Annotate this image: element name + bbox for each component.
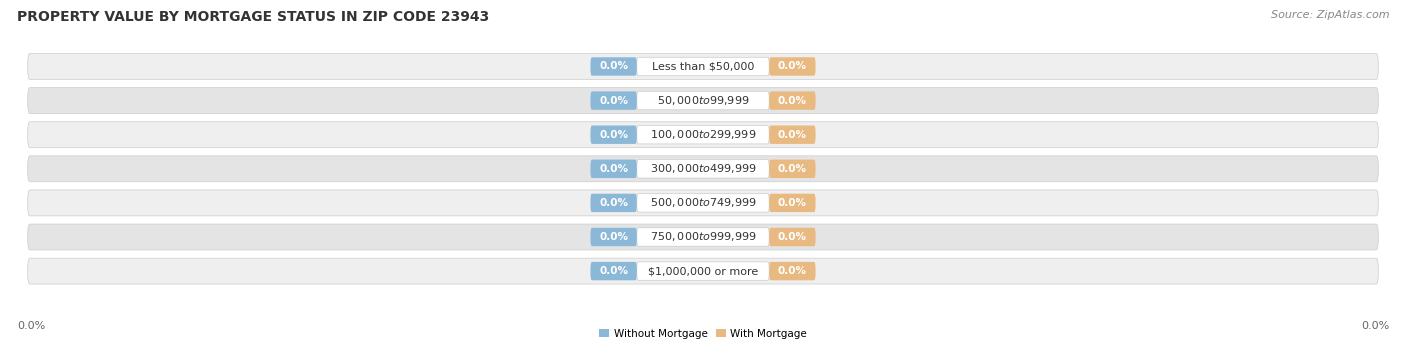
FancyBboxPatch shape [591, 125, 637, 144]
Text: 0.0%: 0.0% [599, 266, 628, 276]
FancyBboxPatch shape [637, 125, 769, 144]
Legend: Without Mortgage, With Mortgage: Without Mortgage, With Mortgage [595, 325, 811, 341]
FancyBboxPatch shape [637, 57, 769, 76]
FancyBboxPatch shape [637, 194, 769, 212]
Text: $50,000 to $99,999: $50,000 to $99,999 [657, 94, 749, 107]
Text: $750,000 to $999,999: $750,000 to $999,999 [650, 231, 756, 243]
Text: $1,000,000 or more: $1,000,000 or more [648, 266, 758, 276]
FancyBboxPatch shape [769, 91, 815, 110]
FancyBboxPatch shape [769, 194, 815, 212]
Text: 0.0%: 0.0% [778, 61, 807, 72]
Text: 0.0%: 0.0% [599, 232, 628, 242]
Text: 0.0%: 0.0% [17, 321, 45, 331]
FancyBboxPatch shape [28, 122, 1378, 148]
Text: 0.0%: 0.0% [599, 198, 628, 208]
Text: PROPERTY VALUE BY MORTGAGE STATUS IN ZIP CODE 23943: PROPERTY VALUE BY MORTGAGE STATUS IN ZIP… [17, 10, 489, 24]
Text: 0.0%: 0.0% [778, 232, 807, 242]
Text: 0.0%: 0.0% [599, 164, 628, 174]
Text: Less than $50,000: Less than $50,000 [652, 61, 754, 72]
FancyBboxPatch shape [637, 160, 769, 178]
Text: 0.0%: 0.0% [778, 198, 807, 208]
FancyBboxPatch shape [637, 91, 769, 110]
Text: 0.0%: 0.0% [599, 95, 628, 106]
Text: $300,000 to $499,999: $300,000 to $499,999 [650, 162, 756, 175]
FancyBboxPatch shape [28, 88, 1378, 114]
Text: 0.0%: 0.0% [1361, 321, 1389, 331]
FancyBboxPatch shape [637, 228, 769, 246]
Text: 0.0%: 0.0% [778, 266, 807, 276]
FancyBboxPatch shape [769, 228, 815, 246]
FancyBboxPatch shape [637, 262, 769, 280]
FancyBboxPatch shape [769, 125, 815, 144]
FancyBboxPatch shape [591, 160, 637, 178]
FancyBboxPatch shape [28, 156, 1378, 182]
FancyBboxPatch shape [591, 262, 637, 280]
FancyBboxPatch shape [591, 57, 637, 76]
Text: Source: ZipAtlas.com: Source: ZipAtlas.com [1271, 10, 1389, 20]
FancyBboxPatch shape [769, 57, 815, 76]
FancyBboxPatch shape [28, 190, 1378, 216]
FancyBboxPatch shape [28, 224, 1378, 250]
Text: 0.0%: 0.0% [599, 61, 628, 72]
FancyBboxPatch shape [591, 91, 637, 110]
FancyBboxPatch shape [591, 228, 637, 246]
Text: $500,000 to $749,999: $500,000 to $749,999 [650, 196, 756, 209]
Text: 0.0%: 0.0% [778, 130, 807, 140]
Text: 0.0%: 0.0% [778, 164, 807, 174]
FancyBboxPatch shape [769, 262, 815, 280]
FancyBboxPatch shape [769, 160, 815, 178]
FancyBboxPatch shape [28, 54, 1378, 79]
Text: $100,000 to $299,999: $100,000 to $299,999 [650, 128, 756, 141]
FancyBboxPatch shape [28, 258, 1378, 284]
FancyBboxPatch shape [591, 194, 637, 212]
Text: 0.0%: 0.0% [778, 95, 807, 106]
Text: 0.0%: 0.0% [599, 130, 628, 140]
